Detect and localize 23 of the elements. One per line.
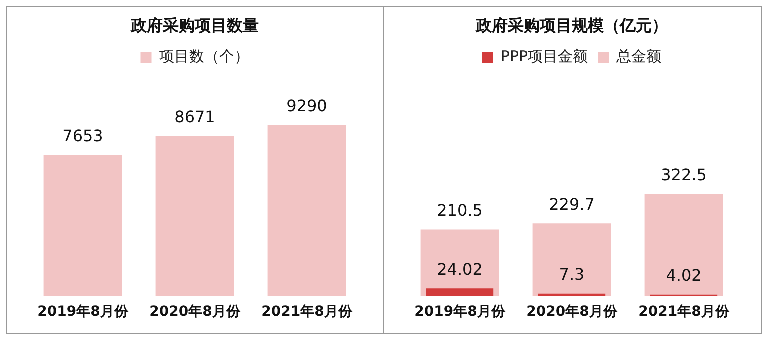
chart-title: 政府采购项目规模（亿元） (475, 16, 668, 35)
data-label: 9290 (286, 96, 328, 116)
data-label: 24.02 (437, 260, 483, 279)
bar (532, 224, 612, 296)
x-tick-label: 2019年8月份 (414, 304, 506, 320)
x-tick-label: 2021年8月份 (262, 304, 354, 320)
x-tick-label: 2019年8月份 (38, 304, 130, 320)
x-tick-label: 2021年8月份 (638, 304, 730, 320)
data-label: 322.5 (661, 166, 707, 185)
legend-label: PPP项目金额 (500, 48, 588, 66)
data-label: 229.7 (549, 194, 595, 214)
data-label: 7.3 (559, 265, 585, 284)
legend-label: 项目数（个） (159, 48, 250, 66)
data-label: 210.5 (437, 200, 483, 220)
legend-label: 总金额 (616, 48, 662, 66)
x-tick-label: 2020年8月份 (526, 304, 618, 320)
chart-title: 政府采购项目数量 (130, 16, 259, 35)
bar (426, 288, 494, 296)
x-tick-label: 2020年8月份 (150, 304, 242, 320)
data-label: 7653 (62, 126, 104, 146)
bar (644, 194, 724, 296)
data-label: 8671 (174, 108, 216, 127)
data-label: 4.02 (666, 266, 702, 286)
